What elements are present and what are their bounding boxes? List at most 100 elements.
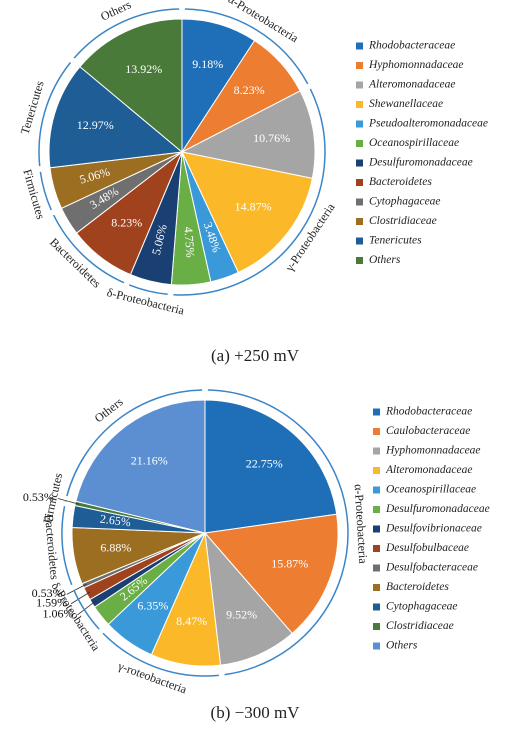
group-label: Tenericutes xyxy=(18,79,47,136)
legend-label: Desulfuromonadaceae xyxy=(385,503,490,515)
legend-swatch xyxy=(356,62,363,69)
legend-label: Desulfobulbaceae xyxy=(385,542,469,554)
data-label: 8.23% xyxy=(234,83,265,97)
pie-slice xyxy=(204,513,339,635)
pie-slice xyxy=(180,90,316,179)
legend-swatch xyxy=(356,101,363,108)
legend-label: Desulfuromonadaceae xyxy=(368,157,473,169)
leader-line xyxy=(77,600,96,616)
legend-swatch xyxy=(373,564,380,572)
data-label: 0.53% xyxy=(23,490,54,504)
group-label: Firmicutes xyxy=(20,168,48,222)
data-label: 6.88% xyxy=(100,540,131,554)
group-label: α-Proteobacteria xyxy=(352,484,371,565)
legend-label: Hyphomonnadaceae xyxy=(385,445,481,457)
pie-slice xyxy=(79,18,183,154)
legend-swatch xyxy=(356,198,363,206)
legend-swatch xyxy=(356,237,363,245)
group-arc xyxy=(173,88,326,296)
group-arc xyxy=(73,8,180,59)
group-arc xyxy=(61,506,73,586)
data-label: 21.16% xyxy=(131,454,168,468)
group-label: Others xyxy=(92,394,126,425)
data-label: 0.53% xyxy=(32,586,63,600)
legend-label: Pseudoalteromonadaceae xyxy=(368,118,488,130)
group-arc xyxy=(102,632,219,677)
caption: (a) +250 mV xyxy=(211,346,300,365)
group-label: Bacteroidetes xyxy=(42,514,62,581)
legend-label: Clostridiaceae xyxy=(369,215,437,227)
legend-label: Tenericutes xyxy=(369,235,422,247)
pie-slice xyxy=(181,151,313,274)
group-arc xyxy=(207,389,349,676)
pie-slice xyxy=(75,399,206,534)
pie-slice xyxy=(204,399,338,534)
group-arc xyxy=(66,389,203,497)
data-label: 9.18% xyxy=(192,57,223,71)
legend-label: Clostridiaceae xyxy=(386,620,454,632)
legend-swatch xyxy=(373,545,380,552)
data-label: 6.35% xyxy=(137,599,168,613)
data-label: 10.76% xyxy=(253,131,290,145)
group-label: γ-roteobacteria xyxy=(115,658,189,696)
leader-line xyxy=(66,583,87,595)
legend-label: Hyphomonnadaceae xyxy=(368,59,464,71)
data-label: 2.65% xyxy=(99,512,132,530)
legend-swatch xyxy=(373,428,380,435)
legend-label: Rhodobacteraceae xyxy=(385,406,472,418)
data-label: 22.75% xyxy=(246,456,283,470)
legend-swatch xyxy=(356,257,363,264)
data-label: 1.06% xyxy=(42,607,73,621)
data-label: 1.59% xyxy=(36,595,67,609)
legend-swatch xyxy=(373,584,380,591)
group-arc xyxy=(73,589,100,630)
data-label: 13.92% xyxy=(125,62,162,76)
legend-label: Caulobacteraceae xyxy=(386,425,470,437)
leader-line xyxy=(57,498,80,505)
pie-slice xyxy=(48,66,184,169)
data-label: 4.75% xyxy=(181,226,197,258)
legend-label: Alteromonadaceae xyxy=(368,79,455,91)
pie-slice xyxy=(204,531,293,666)
legend-swatch xyxy=(356,81,363,89)
legend-label: Desulfobacteraceae xyxy=(385,562,478,574)
group-arc xyxy=(39,171,52,211)
legend-swatch xyxy=(373,506,380,513)
legend-label: Others xyxy=(369,254,401,266)
group-arc xyxy=(184,8,309,85)
legend-swatch xyxy=(373,642,380,650)
legend-label: Bacteroidetes xyxy=(369,176,432,188)
data-label: 8.47% xyxy=(176,614,207,628)
legend-label: Cytophagaceae xyxy=(369,196,441,208)
legend-label: Cytophagaceae xyxy=(386,601,458,613)
legend-label: Oceanospirillaceae xyxy=(369,137,459,149)
legend-label: Desulfovibrionaceae xyxy=(385,523,482,535)
legend-swatch xyxy=(373,603,380,611)
legend-label: Shewanellaceae xyxy=(369,98,443,110)
data-label: 14.87% xyxy=(235,200,272,214)
legend-swatch xyxy=(356,179,363,186)
legend-swatch xyxy=(356,42,363,50)
legend-swatch xyxy=(356,159,363,167)
data-label: 9.52% xyxy=(226,607,257,621)
data-label: 12.97% xyxy=(77,118,114,132)
group-arc xyxy=(38,62,72,167)
legend-swatch xyxy=(373,623,380,630)
legend-label: Bacteroidetes xyxy=(386,581,449,593)
legend-label: Others xyxy=(386,640,418,652)
legend-swatch xyxy=(373,408,380,416)
legend-swatch xyxy=(356,120,363,128)
legend-swatch xyxy=(356,218,363,225)
group-arc xyxy=(128,284,168,296)
data-label: 8.23% xyxy=(111,215,142,229)
data-label: 15.87% xyxy=(271,556,308,570)
legend-swatch xyxy=(373,525,380,533)
legend-label: Rhodobacteraceae xyxy=(368,40,455,52)
legend-swatch xyxy=(356,140,363,147)
legend-swatch xyxy=(373,486,380,494)
group-arc xyxy=(52,214,125,284)
leader-line xyxy=(70,591,91,605)
legend-swatch xyxy=(373,467,380,474)
